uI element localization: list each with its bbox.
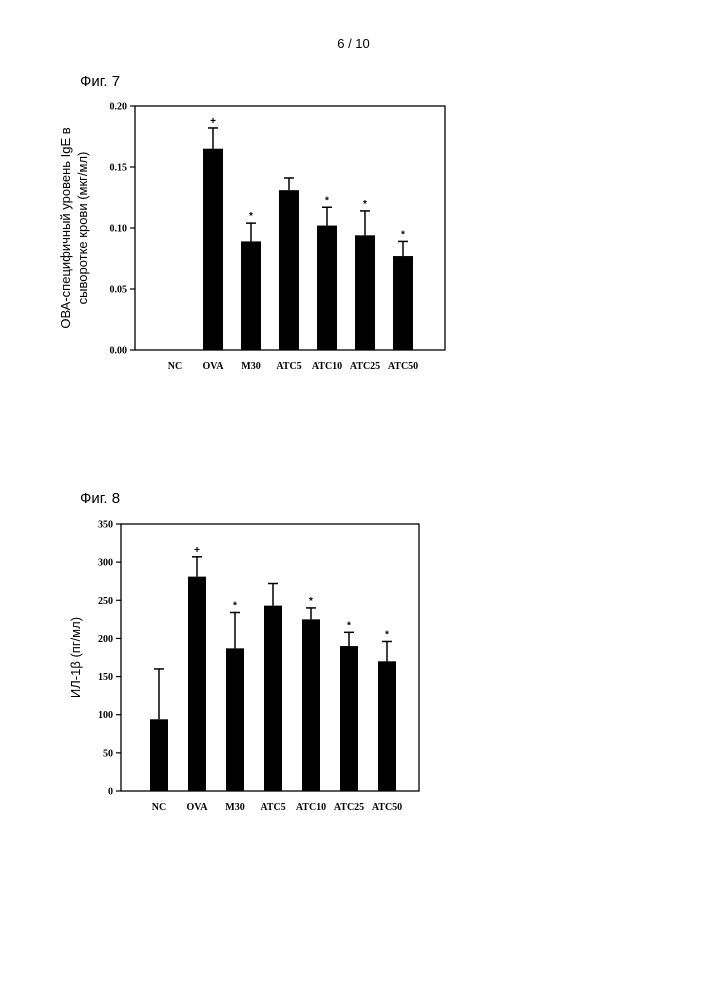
x-tick-label: OVA: [187, 802, 209, 813]
y-tick-label: 300: [98, 558, 113, 569]
bar: [264, 606, 282, 791]
y-axis-label-line: ИЛ-1β (пг/мл): [68, 617, 83, 698]
x-tick-label: NC: [152, 802, 166, 813]
x-tick-label: ATC50: [372, 802, 402, 813]
significance-marker: +: [194, 545, 200, 556]
significance-marker: *: [385, 629, 389, 640]
bar: [378, 661, 396, 791]
bar: [188, 577, 206, 791]
x-tick-label: ATC10: [296, 802, 326, 813]
bar: [340, 646, 358, 791]
significance-marker: *: [347, 620, 351, 631]
bar: [226, 648, 244, 791]
y-tick-label: 350: [98, 520, 113, 531]
bar: [302, 619, 320, 791]
y-axis-label: ИЛ-1β (пг/мл): [68, 617, 83, 698]
bar: [150, 719, 168, 791]
x-tick-label: ATC25: [334, 802, 364, 813]
y-tick-label: 200: [98, 634, 113, 645]
y-tick-label: 250: [98, 596, 113, 607]
significance-marker: *: [309, 596, 313, 607]
y-tick-label: 150: [98, 672, 113, 683]
y-tick-label: 100: [98, 710, 113, 721]
y-tick-label: 50: [103, 748, 113, 759]
x-tick-label: ATC5: [260, 802, 285, 813]
significance-marker: *: [233, 600, 237, 611]
x-tick-label: M30: [225, 802, 244, 813]
y-tick-label: 0: [108, 787, 113, 798]
